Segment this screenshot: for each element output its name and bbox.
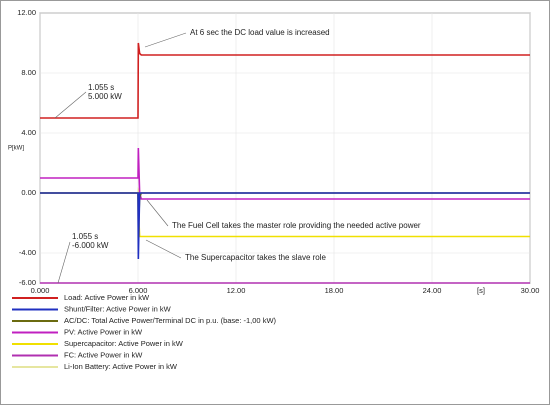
annotation: The Fuel Cell takes the master role prov…	[172, 221, 421, 230]
legend-label: Supercapacitor: Active Power in kW	[64, 339, 184, 348]
series-line	[40, 42, 530, 119]
legend-label: Load: Active Power in kW	[64, 293, 150, 302]
leader-line	[145, 239, 182, 259]
leader-line	[57, 241, 71, 284]
y-tick-label: 8.00	[21, 68, 36, 77]
x-axis-unit: [s]	[477, 286, 485, 295]
leader-line	[54, 91, 87, 119]
annotation: 1.055 s	[72, 232, 98, 241]
legend-label: PV: Active Power in kW	[64, 327, 143, 336]
x-tick-label: 18.00	[325, 286, 344, 295]
legend-label: Shunt/Filter: Active Power in kW	[64, 304, 172, 313]
annotation: At 6 sec the DC load value is increased	[190, 28, 330, 37]
leader-line	[146, 199, 169, 227]
series-line	[40, 147, 530, 200]
y-tick-label: -4.00	[19, 248, 36, 257]
x-tick-label: 30.00	[521, 286, 540, 295]
y-tick-label: 12.00	[17, 8, 36, 17]
x-tick-label: 12.00	[227, 286, 246, 295]
annotation: 1.055 s	[88, 83, 114, 92]
x-tick-label: 6.000	[129, 286, 148, 295]
y-tick-label: -6.00	[19, 278, 36, 287]
y-tick-label: 0.00	[21, 188, 36, 197]
legend-label: Li-Ion Battery: Active Power in kW	[64, 362, 178, 371]
leader-line	[144, 32, 187, 48]
x-tick-label: 0.000	[31, 286, 50, 295]
legend-label: AC/DC: Total Active Power/Terminal DC in…	[64, 316, 277, 325]
series-line	[40, 192, 530, 260]
annotation: The Supercapacitor takes the slave role	[185, 253, 327, 262]
annotation: -6.000 kW	[72, 241, 109, 250]
legend-label: FC: Active Power in kW	[64, 350, 143, 359]
x-tick-label: 24.00	[423, 286, 442, 295]
annotation: 5.000 kW	[88, 92, 122, 101]
y-axis-label: P[kW]	[8, 146, 24, 152]
y-tick-label: 4.00	[21, 128, 36, 137]
